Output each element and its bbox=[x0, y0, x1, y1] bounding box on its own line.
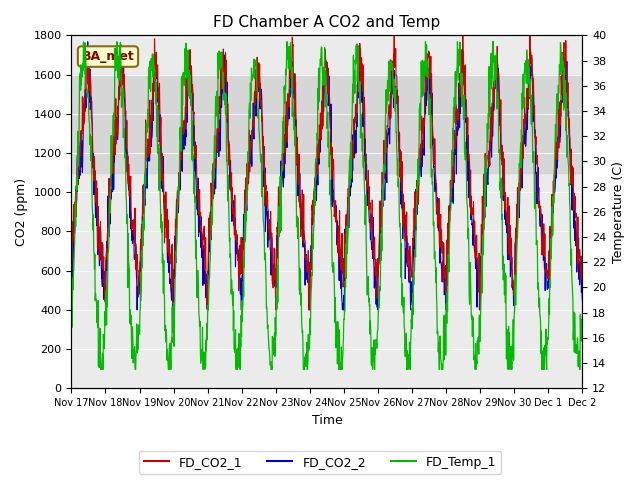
Bar bbox=[72, 74, 582, 173]
FD_CO2_1 bbox=[181, 114, 189, 120]
FD_Temp_1 bbox=[113, 39, 121, 45]
FD_Temp_1 bbox=[97, 367, 104, 372]
FD_Temp_1 bbox=[474, 338, 481, 344]
FD_CO2_1 bbox=[390, 33, 398, 38]
FD_Temp_1 bbox=[407, 340, 415, 346]
Y-axis label: CO2 (ppm): CO2 (ppm) bbox=[15, 178, 28, 246]
FD_CO2_1 bbox=[169, 300, 177, 306]
FD_CO2_1 bbox=[579, 267, 586, 273]
FD_CO2_2 bbox=[68, 304, 76, 310]
FD_Temp_1 bbox=[239, 301, 247, 307]
FD_Temp_1 bbox=[518, 107, 526, 112]
Title: FD Chamber A CO2 and Temp: FD Chamber A CO2 and Temp bbox=[213, 15, 440, 30]
FD_CO2_1 bbox=[68, 271, 76, 276]
FD_CO2_2 bbox=[182, 127, 189, 133]
Text: BA_met: BA_met bbox=[82, 50, 134, 63]
Line: FD_CO2_2: FD_CO2_2 bbox=[72, 42, 582, 310]
X-axis label: Time: Time bbox=[312, 414, 342, 427]
FD_Temp_1 bbox=[170, 321, 177, 327]
FD_CO2_1 bbox=[238, 270, 246, 276]
FD_CO2_1 bbox=[407, 253, 415, 259]
FD_CO2_2 bbox=[239, 235, 247, 240]
FD_Temp_1 bbox=[579, 312, 586, 318]
FD_CO2_1 bbox=[474, 256, 481, 262]
FD_CO2_1 bbox=[518, 133, 526, 139]
FD_Temp_1 bbox=[68, 296, 76, 301]
FD_CO2_2 bbox=[474, 264, 481, 269]
FD_CO2_2 bbox=[170, 274, 177, 279]
FD_Temp_1 bbox=[182, 72, 189, 78]
Y-axis label: Temperature (C): Temperature (C) bbox=[612, 161, 625, 263]
FD_CO2_2 bbox=[84, 39, 92, 45]
Line: FD_CO2_1: FD_CO2_1 bbox=[72, 36, 582, 310]
FD_CO2_2 bbox=[579, 299, 586, 305]
Legend: FD_CO2_1, FD_CO2_2, FD_Temp_1: FD_CO2_1, FD_CO2_2, FD_Temp_1 bbox=[139, 451, 501, 474]
FD_CO2_1 bbox=[272, 307, 280, 313]
FD_CO2_2 bbox=[133, 307, 141, 313]
FD_CO2_2 bbox=[407, 307, 415, 313]
FD_CO2_2 bbox=[518, 165, 526, 170]
Line: FD_Temp_1: FD_Temp_1 bbox=[72, 42, 582, 370]
